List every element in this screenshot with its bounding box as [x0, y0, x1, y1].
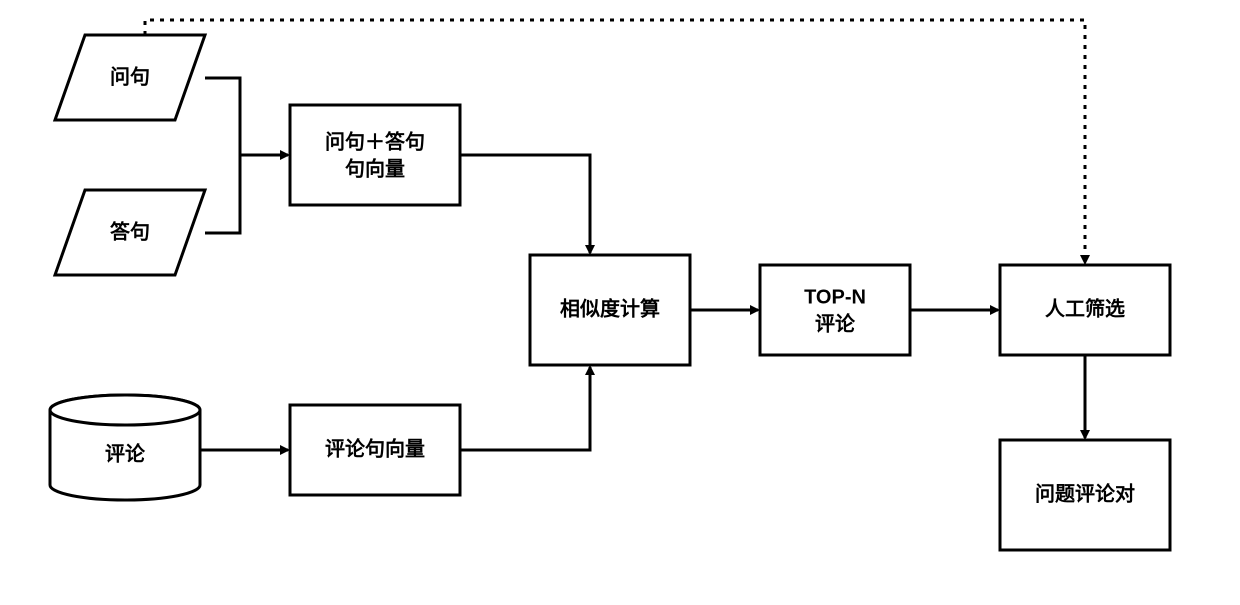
- node-comment-vector: 评论句向量: [290, 405, 460, 495]
- node-qa-pair: 问题评论对: [1000, 440, 1170, 550]
- manual-label: 人工筛选: [1045, 296, 1125, 320]
- qa-vector-label-2: 句向量: [345, 156, 405, 180]
- qa-pair-label: 问题评论对: [1035, 481, 1135, 505]
- edge-answer-to-qavector: [205, 155, 240, 233]
- edge-qavector-to-similarity: [460, 155, 590, 253]
- comment-vector-label: 评论句向量: [325, 436, 425, 460]
- comments-db-label: 评论: [105, 441, 146, 465]
- similarity-label: 相似度计算: [560, 296, 660, 320]
- flowchart-canvas: 问句 答句 评论 问句＋答句 句向量 评论句向量 相似度计算 TOP-N 评论 …: [0, 0, 1240, 605]
- edge-commentvec-to-similarity: [460, 367, 590, 450]
- answer-label: 答句: [110, 219, 150, 243]
- node-manual: 人工筛选: [1000, 265, 1170, 355]
- question-label: 问句: [110, 64, 150, 88]
- edge-question-to-manual-dotted: [145, 20, 1085, 263]
- node-topn: TOP-N 评论: [760, 265, 910, 355]
- node-comments-db: 评论: [50, 395, 200, 500]
- topn-label-1: TOP-N: [804, 286, 866, 308]
- node-qa-vector: 问句＋答句 句向量: [290, 105, 460, 205]
- node-question: 问句: [55, 35, 205, 120]
- qa-vector-label-1: 问句＋答句: [325, 129, 425, 153]
- node-answer: 答句: [55, 190, 205, 275]
- node-similarity: 相似度计算: [530, 255, 690, 365]
- topn-label-2: 评论: [815, 311, 856, 335]
- edge-question-to-qavector: [205, 78, 288, 155]
